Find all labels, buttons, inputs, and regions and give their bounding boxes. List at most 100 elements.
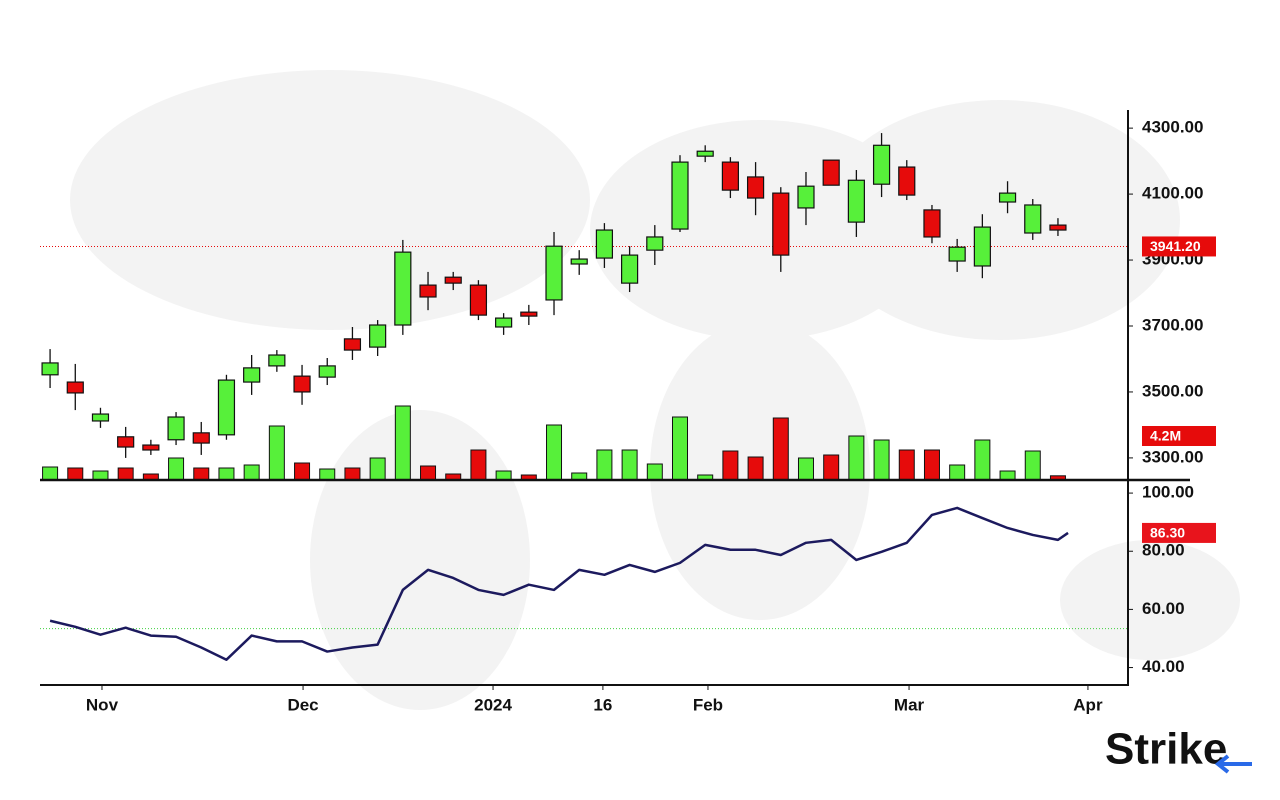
volume-bar xyxy=(1024,450,1041,481)
plot: 3300.003500.003700.003900.004100.004300.… xyxy=(40,118,1216,714)
volume-bar xyxy=(344,467,361,481)
candle-body xyxy=(872,144,891,185)
candle-body xyxy=(923,209,941,238)
world-map-background xyxy=(70,70,1240,710)
volume-badge: 4.2M xyxy=(1150,428,1181,444)
candle-body xyxy=(948,246,966,262)
volume-bar xyxy=(672,416,688,481)
x-tick-label: Mar xyxy=(894,695,925,714)
candle-body xyxy=(318,365,336,378)
volume-bar xyxy=(898,449,915,481)
volume-bar xyxy=(848,435,865,481)
candle-body xyxy=(243,367,261,383)
volume-bar xyxy=(420,465,437,481)
indicator-line xyxy=(49,506,1069,661)
candle-body xyxy=(570,258,588,265)
y-tick-label: 4300.00 xyxy=(1142,118,1203,137)
brand-logo: Strike xyxy=(1105,725,1227,774)
reference-badge: 3941.20 xyxy=(1150,238,1201,254)
x-tick-label: Apr xyxy=(1073,695,1103,714)
candle-body xyxy=(41,362,59,376)
candle-body xyxy=(797,185,815,209)
candle-body xyxy=(369,324,387,348)
x-tick-label: 16 xyxy=(593,695,612,714)
y-tick-label: 100.00 xyxy=(1142,483,1194,502)
volume-bar xyxy=(42,466,59,481)
candle-body xyxy=(898,166,916,196)
x-tick-label: Feb xyxy=(693,695,723,714)
candle-body xyxy=(721,161,739,191)
y-tick-label: 3500.00 xyxy=(1142,381,1203,400)
candle-body xyxy=(142,444,160,451)
volume-bar xyxy=(294,462,311,481)
volume-bar xyxy=(949,464,966,481)
volume-bar xyxy=(722,450,739,481)
candle-body xyxy=(394,251,412,326)
volume-bar xyxy=(646,463,663,481)
candle-body xyxy=(998,192,1017,203)
candle-body xyxy=(343,338,362,351)
volume-bar xyxy=(369,457,386,481)
candle-body xyxy=(91,413,110,422)
volume-bar xyxy=(596,449,613,481)
y-tick-label: 60.00 xyxy=(1142,599,1185,618)
candle-body xyxy=(419,284,437,298)
y-tick-label: 80.00 xyxy=(1142,541,1185,560)
candle-body xyxy=(268,354,286,367)
brand-arrow xyxy=(1214,754,1252,774)
volume-bar xyxy=(797,457,814,481)
candle-body xyxy=(192,432,210,444)
volume-bar xyxy=(974,439,991,481)
candle-body xyxy=(746,176,765,199)
candle-body xyxy=(293,375,311,393)
candle-body xyxy=(646,236,664,251)
volume-bar xyxy=(92,470,109,481)
volume-bar xyxy=(168,457,185,481)
volume-bar xyxy=(772,417,789,481)
candle-body xyxy=(469,284,488,316)
volume-bar xyxy=(621,449,638,481)
volume-bar xyxy=(193,467,210,481)
last-value-badge-bg xyxy=(1142,522,1216,543)
volume-bar xyxy=(117,467,134,481)
volume-bar xyxy=(268,425,285,481)
volume-bar xyxy=(470,449,487,481)
x-tick-label: Dec xyxy=(287,695,318,714)
candle-body xyxy=(495,317,513,328)
volume-bar xyxy=(923,449,940,481)
last-value-badge: 86.30 xyxy=(1150,525,1185,541)
candle-body xyxy=(217,379,236,436)
y-tick-label: 3300.00 xyxy=(1142,447,1203,466)
volume-bar xyxy=(394,405,411,481)
volume-bar xyxy=(218,467,235,481)
volume-bar xyxy=(823,454,840,481)
candle-body xyxy=(621,254,639,284)
candle-body xyxy=(1024,204,1042,234)
volume-badge-bg xyxy=(1142,426,1216,446)
volume-bar xyxy=(319,468,336,481)
y-tick-label: 3700.00 xyxy=(1142,315,1203,334)
volume-bar xyxy=(747,456,764,481)
candle-body xyxy=(822,159,840,186)
candle-body xyxy=(520,311,538,317)
candle-body xyxy=(696,150,714,157)
candle-body xyxy=(1049,224,1067,231)
candle-body xyxy=(444,276,462,284)
candle-body xyxy=(167,416,185,441)
candle-body xyxy=(847,179,865,223)
y-tick-label: 40.00 xyxy=(1142,657,1185,676)
volume-bar xyxy=(67,467,84,481)
candle-body xyxy=(545,245,563,301)
reference-badge-bg xyxy=(1142,236,1216,257)
volume-bar xyxy=(873,439,890,481)
candle-body xyxy=(595,229,614,259)
y-tick-label: 4100.00 xyxy=(1142,184,1203,203)
volume-bar xyxy=(243,464,260,481)
candle-body xyxy=(772,192,790,256)
volume-bar xyxy=(999,470,1016,481)
x-tick-label: 2024 xyxy=(474,695,512,714)
candle-body xyxy=(117,436,135,448)
candle-body xyxy=(671,161,689,230)
